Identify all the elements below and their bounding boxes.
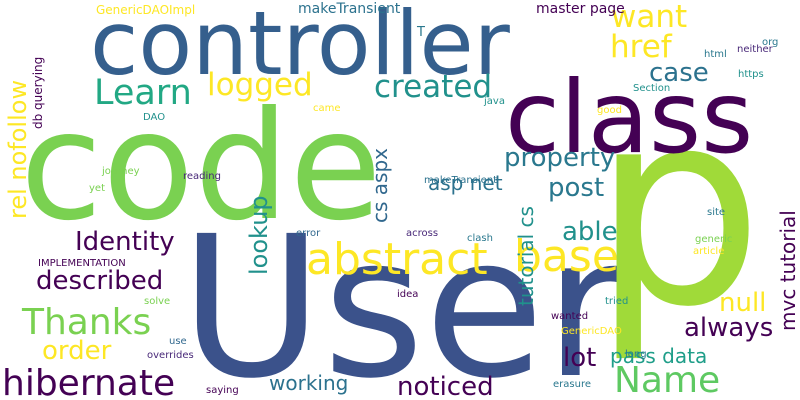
- cloud-word: order: [42, 336, 112, 366]
- cloud-word: Learn: [94, 73, 192, 113]
- cloud-word: DAO: [143, 112, 166, 123]
- cloud-word: noticed: [397, 372, 494, 400]
- cloud-word: journey: [102, 166, 140, 177]
- cloud-word: came: [313, 103, 341, 114]
- cloud-word: created: [374, 69, 493, 105]
- cloud-word: neither: [737, 44, 773, 55]
- cloud-word: case: [649, 58, 709, 88]
- cloud-word: lookup: [245, 195, 273, 275]
- cloud-word: solve: [144, 296, 171, 307]
- cloud-word: https: [738, 69, 764, 80]
- cloud-word: T: [417, 25, 425, 40]
- cloud-word: pass data: [610, 344, 708, 368]
- cloud-word: org: [762, 37, 779, 48]
- cloud-word: erasure: [553, 379, 591, 390]
- cloud-word: master page: [536, 1, 625, 17]
- cloud-word: Section: [633, 83, 671, 94]
- cloud-word: idea: [397, 289, 419, 300]
- cloud-word: makeTransient: [298, 1, 401, 17]
- cloud-word: described: [36, 266, 164, 296]
- cloud-word: asp net: [428, 171, 503, 195]
- cloud-word: tutorial cs: [514, 206, 538, 306]
- cloud-word: article: [693, 246, 725, 257]
- cloud-word: working: [269, 371, 349, 395]
- cloud-word: clash: [467, 233, 493, 244]
- cloud-word: GenericDAOImpl: [96, 3, 196, 17]
- cloud-word: wanted: [551, 311, 589, 322]
- cloud-word: java: [484, 96, 505, 107]
- cloud-word: across: [406, 228, 439, 239]
- cloud-word: able: [562, 217, 618, 247]
- cloud-word: property: [504, 143, 616, 173]
- cloud-word: p: [592, 51, 764, 366]
- cloud-word: site: [707, 207, 726, 218]
- cloud-word: Name: [614, 360, 721, 400]
- cloud-word: good: [597, 105, 622, 116]
- cloud-word: yet: [89, 183, 105, 194]
- cloud-word: tried: [605, 296, 629, 307]
- cloud-word: long: [625, 349, 647, 360]
- cloud-word: saying: [206, 385, 239, 396]
- cloud-word: logged: [207, 67, 313, 103]
- cloud-word: cs aspx: [368, 148, 392, 223]
- cloud-word: GenericDAO: [561, 326, 622, 337]
- cloud-word: lot: [563, 343, 597, 373]
- cloud-word: hibernate: [2, 363, 176, 400]
- cloud-word: base: [514, 231, 619, 282]
- cloud-word: generic: [695, 234, 733, 245]
- cloud-word: db querying: [31, 56, 45, 129]
- cloud-word: always: [684, 313, 774, 343]
- cloud-word: want: [611, 0, 688, 35]
- cloud-word: mvc tutorial: [776, 210, 800, 331]
- cloud-word: IMPLEMENTATION: [38, 258, 126, 269]
- cloud-word: code: [20, 80, 382, 254]
- cloud-word: abstract: [306, 234, 488, 285]
- cloud-word: null: [719, 288, 767, 318]
- cloud-word: use: [169, 336, 187, 347]
- cloud-word: makeTransient: [424, 175, 498, 186]
- cloud-word: href: [610, 29, 672, 65]
- cloud-word: Thanks: [22, 302, 152, 343]
- cloud-word: Identity: [75, 227, 175, 257]
- cloud-word: User: [180, 194, 625, 400]
- cloud-word: html: [704, 49, 727, 60]
- cloud-word: overrides: [147, 350, 194, 361]
- cloud-word: rel nofollow: [4, 79, 32, 219]
- cloud-word: post: [548, 173, 605, 203]
- cloud-word: reading: [183, 171, 221, 182]
- cloud-word: error: [296, 228, 321, 239]
- cloud-word: class: [505, 59, 754, 176]
- cloud-word: controller: [90, 0, 510, 95]
